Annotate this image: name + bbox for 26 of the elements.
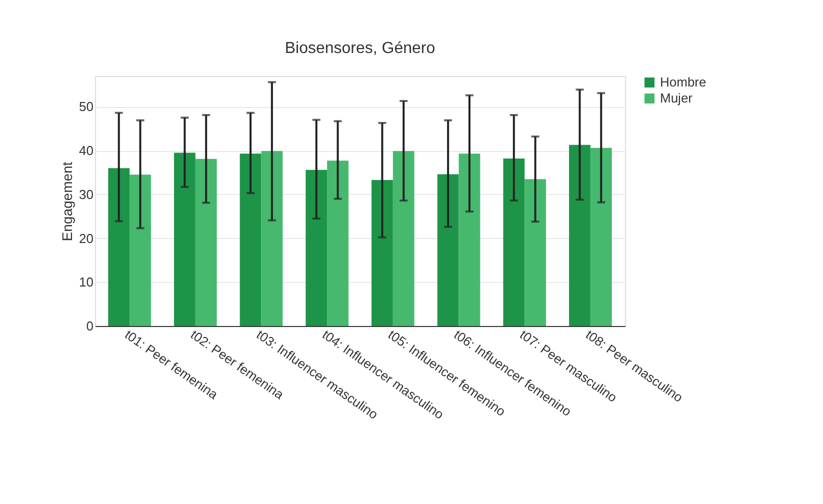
bar (327, 160, 348, 326)
bar (392, 151, 414, 326)
y-tick-label: 10 (79, 274, 94, 290)
y-tick-label: 0 (86, 318, 94, 334)
bar (240, 154, 262, 326)
bar (261, 151, 283, 326)
bar (590, 148, 612, 326)
y-tick-label: 40 (79, 143, 94, 158)
y-tick-label: 50 (79, 99, 94, 114)
chart-title: Biosensores, Género (284, 40, 436, 57)
bar (503, 158, 525, 326)
bar (524, 179, 546, 326)
y-tick-label: 20 (79, 230, 94, 246)
bar (306, 170, 328, 326)
bar (108, 168, 130, 326)
bar (458, 154, 480, 326)
bar (195, 158, 217, 326)
bar (569, 144, 590, 326)
y-axis-title: Engagement (59, 162, 76, 242)
bar (130, 174, 151, 326)
legend-label: Hombre (660, 74, 706, 90)
bar (174, 152, 196, 326)
y-tick-label: 30 (79, 186, 94, 202)
bar (437, 174, 459, 326)
legend-label: Mujer (660, 90, 694, 106)
bar (372, 180, 393, 326)
